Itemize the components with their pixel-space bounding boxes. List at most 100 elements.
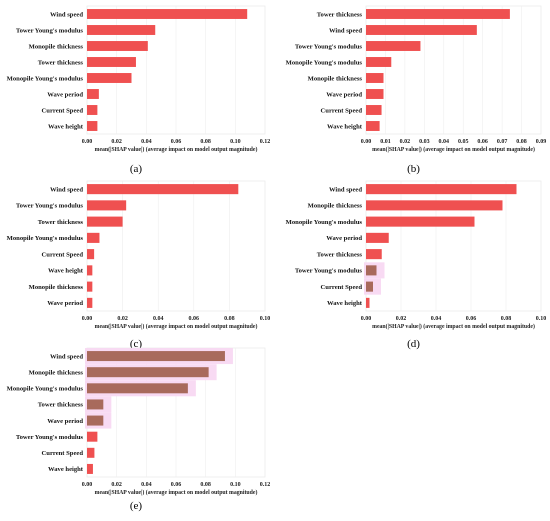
bar: [366, 73, 384, 83]
bar: [87, 25, 156, 35]
x-tick-label: 0.09: [536, 139, 547, 145]
category-label: Current Speed: [42, 450, 84, 457]
x-tick-label: 0.00: [82, 482, 93, 488]
bar: [366, 281, 373, 292]
bar: [366, 249, 382, 260]
x-tick-label: 0.01: [380, 139, 391, 145]
bar: [87, 105, 98, 115]
x-tick-label: 0.10: [260, 316, 271, 322]
category-label: Wave period: [326, 91, 362, 98]
category-label: Wind speed: [50, 11, 83, 18]
bar: [366, 89, 384, 99]
x-axis-label: mean(|SHAP value|) (average impact on mo…: [95, 146, 258, 153]
category-label: Wave period: [47, 300, 83, 307]
x-tick-label: 0.02: [111, 139, 122, 145]
x-tick-label: 0.04: [141, 482, 152, 488]
category-label: Tower Young's modulus: [295, 43, 363, 50]
x-tick-label: 0.12: [260, 139, 271, 145]
category-label: Wind speed: [329, 186, 362, 193]
x-tick-label: 0.05: [458, 139, 469, 145]
x-tick-label: 0.08: [224, 316, 235, 322]
x-tick-label: 0.02: [111, 482, 122, 488]
x-tick-label: 0.06: [171, 482, 182, 488]
category-label: Monopile Young's modulus: [7, 386, 84, 393]
x-tick-label: 0.06: [189, 316, 200, 322]
bar: [87, 431, 98, 442]
bar: [366, 265, 377, 276]
category-label: Wind speed: [50, 186, 83, 193]
bar: [366, 25, 477, 35]
category-label: Monopile thickness: [29, 284, 84, 291]
bar: [366, 57, 392, 67]
bar: [87, 121, 98, 131]
category-label: Wave height: [48, 466, 84, 473]
bar: [87, 216, 123, 227]
category-label: Tower thickness: [38, 59, 84, 66]
x-tick-label: 0.04: [141, 139, 152, 145]
category-label: Tower Young's modulus: [16, 203, 84, 210]
bar: [87, 447, 95, 458]
x-tick-label: 0.06: [466, 316, 477, 322]
panel-label: (b): [407, 163, 420, 175]
category-label: Wave height: [327, 123, 363, 130]
category-label: Monopile Young's modulus: [7, 75, 84, 82]
x-tick-label: 0.10: [536, 316, 547, 322]
x-tick-label: 0.12: [260, 482, 271, 488]
category-label: Monopile thickness: [29, 43, 84, 50]
panel-label: (c): [130, 338, 143, 350]
category-label: Wave height: [48, 123, 84, 130]
x-tick-label: 0.08: [200, 482, 211, 488]
bar: [87, 399, 104, 410]
x-tick-label: 0.02: [117, 316, 128, 322]
x-axis-label: mean(|SHAP value|) (average impact on mo…: [95, 323, 258, 330]
bar: [87, 383, 188, 394]
x-tick-label: 0.08: [200, 139, 211, 145]
bar: [366, 216, 475, 227]
category-label: Tower Young's modulus: [16, 27, 84, 34]
chart-panel-2: 0.00 0.01 0.02 0.03 0.04 0.05 0.06 0.07 0.08 0.09…: [286, 5, 547, 175]
category-label: Monopile thickness: [308, 203, 363, 210]
category-label: Wave period: [47, 418, 83, 425]
bar: [87, 232, 100, 243]
category-label: Monopile Young's modulus: [7, 235, 84, 242]
x-axis-label: mean(|SHAP value|) (average impact on mo…: [95, 489, 258, 496]
bar: [87, 367, 209, 378]
x-tick-label: 0.04: [153, 316, 164, 322]
bar: [87, 184, 239, 195]
chart-panel-5: 0.00 0.02 0.04 0.06 0.08 0.10 0.12 Wind speed Mo…: [7, 347, 271, 512]
x-axis-label: mean(|SHAP value|) (average impact on mo…: [372, 323, 535, 330]
x-tick-label: 0.04: [439, 139, 450, 145]
category-label: Monopile Young's modulus: [286, 59, 363, 66]
panel-label: (e): [130, 500, 143, 512]
category-label: Monopile thickness: [29, 369, 84, 376]
panel-label: (d): [407, 338, 420, 350]
bar: [87, 89, 99, 99]
x-tick-label: 0.10: [230, 482, 241, 488]
chart-panel-4: 0.00 0.02 0.04 0.06 0.08 0.10 Wind speed Monopi…: [286, 180, 547, 350]
x-tick-label: 0.03: [419, 139, 430, 145]
bar: [366, 9, 510, 19]
bar: [366, 105, 382, 115]
category-label: Current Speed: [42, 251, 84, 258]
bar: [87, 41, 148, 51]
category-label: Tower thickness: [38, 219, 84, 226]
bar: [366, 41, 421, 51]
x-tick-label: 0.00: [361, 139, 372, 145]
x-tick-label: 0.08: [516, 139, 527, 145]
chart-panel-1: 0.00 0.02 0.04 0.06 0.08 0.10 0.12 Wind speed To…: [7, 5, 271, 175]
x-axis-label: mean(|SHAP value|) (average impact on mo…: [372, 146, 535, 153]
bar: [366, 184, 517, 195]
bar: [87, 415, 104, 426]
bar: [87, 265, 93, 276]
x-tick-label: 0.10: [230, 139, 241, 145]
x-tick-label: 0.00: [361, 316, 372, 322]
category-label: Wave height: [48, 268, 84, 275]
category-label: Wind speed: [50, 353, 83, 360]
category-label: Current Speed: [321, 107, 363, 114]
x-tick-label: 0.04: [431, 316, 442, 322]
x-tick-label: 0.06: [171, 139, 182, 145]
bar: [87, 73, 132, 83]
bar: [87, 200, 127, 211]
